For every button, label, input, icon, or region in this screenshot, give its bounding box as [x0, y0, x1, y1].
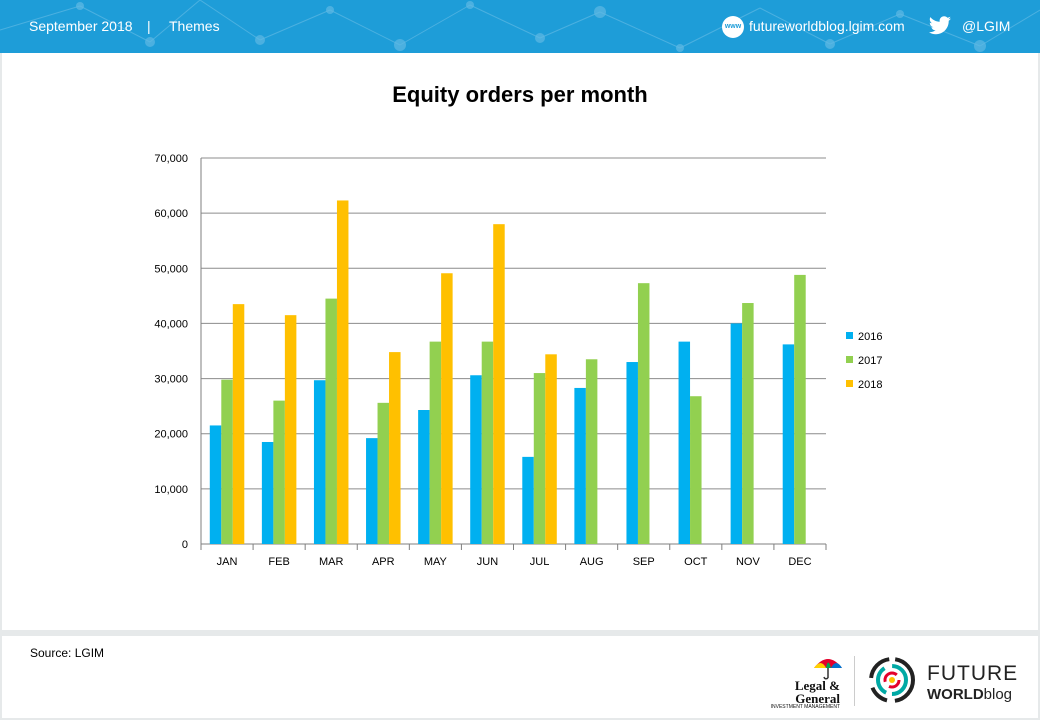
y-tick-label: 60,000 [154, 208, 188, 220]
legend-label-2018: 2018 [858, 379, 882, 391]
bar-2016-jul [522, 456, 534, 544]
legend-swatch-2016 [846, 332, 853, 339]
chart-card [2, 53, 1038, 630]
lg-logo-line1: Legal & [794, 678, 840, 693]
header-section-link[interactable]: Themes [169, 18, 220, 34]
y-axis: 0 10,000 20,000 30,000 40,000 50,000 60,000 70,… [154, 153, 202, 551]
twitter-handle-link[interactable]: @LGIM [962, 18, 1011, 34]
future-world-word: WORLD [927, 686, 984, 703]
bar-2016-nov [730, 323, 743, 544]
bar-series [209, 200, 806, 544]
x-tick-label: MAR [319, 556, 344, 568]
header-date: September 2018 [29, 18, 133, 34]
legend-label-2017: 2017 [858, 355, 882, 367]
bar-2016-may [418, 410, 430, 544]
bar-2016-oct [678, 341, 691, 544]
lg-logo-text: Legal & General [770, 679, 840, 705]
lg-logo-subtitle: INVESTMENT MANAGEMENT [770, 704, 840, 710]
bar-2018-may [441, 273, 453, 544]
x-tick-label: OCT [684, 556, 708, 568]
bar-2017-dec [794, 274, 806, 544]
x-tick-label: APR [372, 556, 395, 568]
umbrella-logo-icon [814, 659, 842, 680]
bar-2017-jan [221, 379, 233, 544]
y-tick-label: 10,000 [154, 484, 188, 496]
bar-2016-feb [261, 441, 274, 544]
x-tick-label: JAN [217, 556, 238, 568]
bar-2018-feb [284, 315, 297, 544]
x-axis: JAN FEB MAR APR MAY JUN JUL AUG SEP OCT NOV DEC [200, 544, 827, 568]
x-tick-label: NOV [736, 556, 761, 568]
source-note: Source: LGIM [30, 646, 105, 660]
bar-2017-mar [325, 298, 337, 544]
bar-2018-apr [389, 352, 401, 544]
header-bar: September 2018 | Themes www futureworldb… [0, 0, 1040, 53]
future-world-blog-word: blog [983, 686, 1013, 703]
website-link[interactable]: futureworldblog.lgim.com [749, 18, 905, 34]
bar-2016-dec [782, 344, 795, 544]
x-tick-label: AUG [580, 556, 604, 568]
x-tick-label: DEC [788, 556, 811, 568]
x-tick-label: FEB [268, 556, 289, 568]
bar-2017-apr [377, 402, 390, 544]
bar-2017-may [429, 341, 442, 544]
y-tick-label: 50,000 [154, 263, 188, 275]
y-tick-label: 30,000 [154, 374, 188, 386]
x-tick-label: JUN [477, 556, 498, 568]
bar-2017-sep [637, 283, 650, 544]
future-world-logo-icon [869, 657, 915, 703]
bar-2016-jan [209, 425, 222, 544]
footer [2, 636, 1038, 718]
bar-2017-aug [585, 359, 598, 544]
y-tick-label: 40,000 [154, 318, 188, 330]
bar-2017-oct [690, 396, 702, 544]
y-tick-label: 20,000 [154, 429, 188, 441]
bar-2018-jul [545, 354, 557, 544]
bar-2018-jun [493, 224, 505, 544]
y-tick-label: 0 [182, 539, 188, 551]
y-tick-label: 70,000 [154, 153, 188, 165]
chart-legend: 2016 2017 2018 [846, 331, 882, 391]
chart-title: Equity orders per month [392, 82, 648, 107]
future-world-title: FUTURE [927, 662, 1019, 685]
future-world-subtitle: WORLDblog [927, 686, 1012, 703]
legend-swatch-2017 [846, 356, 853, 363]
header-separator: | [147, 18, 151, 34]
logo-divider [854, 656, 855, 706]
twitter-icon[interactable] [928, 16, 952, 36]
bar-2017-feb [273, 400, 285, 544]
bar-2018-jan [232, 304, 245, 544]
globe-icon: www [722, 16, 744, 38]
bar-2017-nov [742, 303, 754, 544]
bar-2016-mar [313, 380, 326, 544]
x-tick-label: MAY [424, 556, 448, 568]
bar-2017-jul [533, 373, 546, 544]
lg-logo-line2: General [795, 691, 840, 706]
x-tick-label: SEP [633, 556, 655, 568]
bar-2018-mar [336, 200, 349, 544]
legend-label-2016: 2016 [858, 331, 882, 343]
bar-2016-sep [626, 362, 638, 544]
bar-2016-jun [470, 375, 482, 544]
x-tick-label: JUL [530, 556, 550, 568]
bar-2017-jun [481, 341, 494, 544]
bar-2016-aug [574, 387, 586, 544]
bar-2016-apr [366, 438, 378, 544]
legend-swatch-2018 [846, 380, 853, 387]
